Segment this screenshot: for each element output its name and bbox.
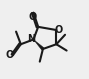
Text: O: O <box>6 50 14 60</box>
Text: O: O <box>29 12 37 22</box>
Text: O: O <box>55 25 63 35</box>
Text: N: N <box>27 34 35 44</box>
Polygon shape <box>33 40 44 50</box>
